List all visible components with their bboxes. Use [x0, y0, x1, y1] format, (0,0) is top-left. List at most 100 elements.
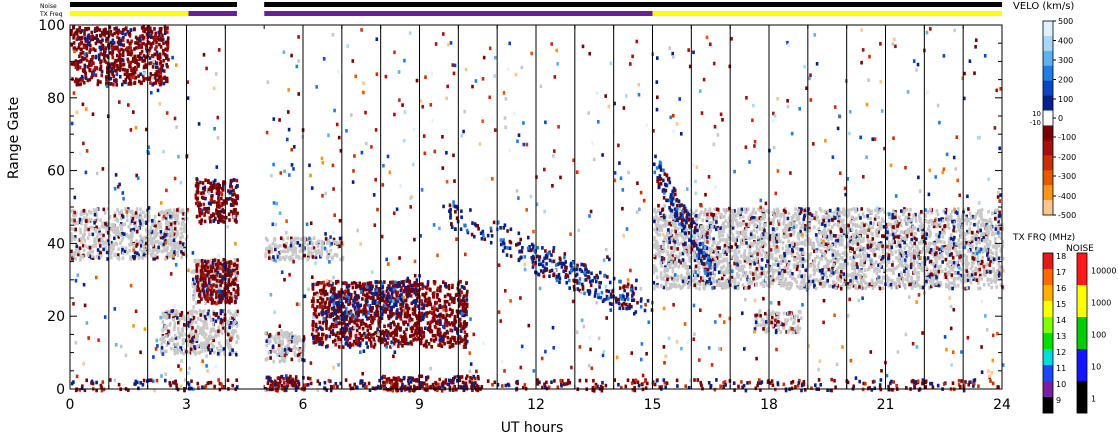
- ground-scatter-cell: [267, 249, 271, 254]
- ground-scatter-cell: [803, 227, 807, 231]
- ground-scatter-cell: [946, 244, 950, 248]
- echo-cell: [345, 335, 349, 340]
- ground-scatter-cell: [755, 316, 759, 321]
- ground-scatter-cell: [94, 229, 98, 234]
- ground-scatter-cell: [161, 315, 165, 320]
- ground-scatter-cell: [154, 224, 158, 228]
- ground-scatter-cell: [917, 254, 920, 259]
- ground-scatter-cell: [762, 318, 765, 323]
- ground-scatter-cell: [887, 284, 890, 288]
- ground-scatter-cell: [935, 275, 938, 280]
- ground-scatter-cell: [717, 270, 721, 275]
- ground-scatter-cell: [667, 256, 671, 261]
- ground-scatter-cell: [290, 339, 293, 344]
- ground-scatter-cell: [882, 234, 885, 239]
- ground-scatter-cell: [91, 232, 95, 237]
- ground-scatter-cell: [894, 226, 898, 231]
- ground-scatter-cell: [777, 320, 780, 324]
- ground-scatter-cell: [175, 230, 178, 235]
- ground-scatter-cell: [141, 218, 144, 223]
- ground-scatter-cell: [674, 220, 677, 225]
- ground-scatter-cell: [789, 251, 792, 255]
- ground-scatter-cell: [148, 232, 152, 237]
- ground-scatter-cell: [88, 209, 91, 214]
- ground-scatter-cell: [881, 244, 884, 249]
- ground-scatter-cell: [79, 211, 83, 216]
- ground-scatter-cell: [789, 285, 793, 289]
- ground-scatter-cell: [669, 251, 673, 255]
- ground-scatter-cell: [866, 238, 870, 243]
- ground-scatter-cell: [203, 344, 206, 349]
- ground-scatter-cell: [662, 242, 666, 246]
- ground-scatter-cell: [197, 258, 201, 263]
- ground-scatter-cell: [810, 217, 813, 221]
- ground-scatter-cell: [755, 283, 758, 287]
- ground-scatter-cell: [842, 225, 846, 230]
- ground-scatter-cell: [176, 326, 180, 331]
- ground-scatter-cell: [909, 208, 912, 212]
- ground-scatter-cell: [748, 257, 751, 262]
- ground-scatter-cell: [104, 247, 108, 252]
- ground-scatter-cell: [888, 248, 891, 252]
- ground-scatter-cell: [674, 240, 678, 245]
- ground-scatter-cell: [658, 233, 662, 237]
- ground-scatter-cell: [796, 330, 800, 334]
- ground-scatter-cell: [329, 243, 332, 248]
- ground-scatter-cell: [173, 232, 177, 236]
- ground-scatter-cell: [856, 280, 860, 285]
- ground-scatter-cell: [294, 246, 298, 251]
- ground-scatter-cell: [693, 235, 696, 239]
- ground-scatter-cell: [953, 264, 956, 268]
- ground-scatter-cell: [137, 241, 140, 246]
- ground-scatter-cell: [762, 327, 765, 331]
- ground-scatter-cell: [105, 226, 109, 231]
- ground-scatter-cell: [179, 227, 183, 231]
- ground-scatter-cell: [891, 239, 894, 244]
- ground-scatter-cell: [811, 279, 815, 284]
- ground-scatter-cell: [956, 283, 960, 288]
- ground-scatter-cell: [782, 322, 785, 327]
- ground-scatter-cell: [679, 233, 683, 237]
- ground-scatter-cell: [925, 257, 928, 262]
- ground-scatter-cell: [666, 231, 669, 235]
- ground-scatter-cell: [774, 330, 778, 335]
- ground-scatter-cell: [306, 257, 310, 261]
- ground-scatter-cell: [288, 340, 291, 344]
- ground-scatter-cell: [880, 257, 883, 261]
- ground-scatter-cell: [913, 236, 917, 241]
- ground-scatter-cell: [711, 221, 714, 225]
- ground-scatter-cell: [316, 244, 320, 248]
- ground-scatter-cell: [896, 285, 899, 290]
- ground-scatter-cell: [784, 235, 787, 239]
- ground-scatter-cell: [929, 284, 933, 289]
- ground-scatter-cell: [887, 260, 891, 265]
- ground-scatter-cell: [701, 278, 704, 282]
- ground-scatter-cell: [867, 224, 871, 229]
- ground-scatter-cell: [997, 243, 1001, 248]
- ground-scatter-cell: [744, 210, 747, 214]
- ground-scatter-cell: [858, 247, 862, 252]
- ground-scatter-cell: [796, 251, 799, 256]
- ground-scatter-cell: [681, 279, 685, 284]
- ground-scatter-cell: [108, 216, 111, 220]
- ground-scatter-cell: [785, 226, 789, 230]
- ground-scatter-cell: [200, 345, 204, 350]
- ground-scatter-cell: [105, 250, 109, 255]
- ground-scatter-cell: [219, 349, 222, 353]
- ground-scatter-cell: [957, 242, 960, 246]
- ground-scatter-cell: [97, 232, 100, 237]
- ground-scatter-cell: [174, 336, 178, 340]
- ground-scatter-cell: [758, 237, 762, 242]
- ground-scatter-cell: [110, 240, 113, 245]
- ground-scatter-cell: [693, 240, 697, 245]
- ground-scatter-cell: [685, 277, 689, 281]
- ground-scatter-cell: [789, 269, 792, 273]
- ground-scatter-cell: [864, 286, 867, 290]
- ground-scatter-cell: [192, 337, 196, 341]
- ground-scatter-cell: [841, 238, 844, 242]
- ground-scatter-cell: [339, 257, 342, 262]
- ground-scatter-cell: [768, 268, 772, 273]
- ground-scatter-cell: [173, 223, 177, 228]
- ground-scatter-cell: [740, 209, 744, 214]
- ground-scatter-cell: [770, 320, 773, 325]
